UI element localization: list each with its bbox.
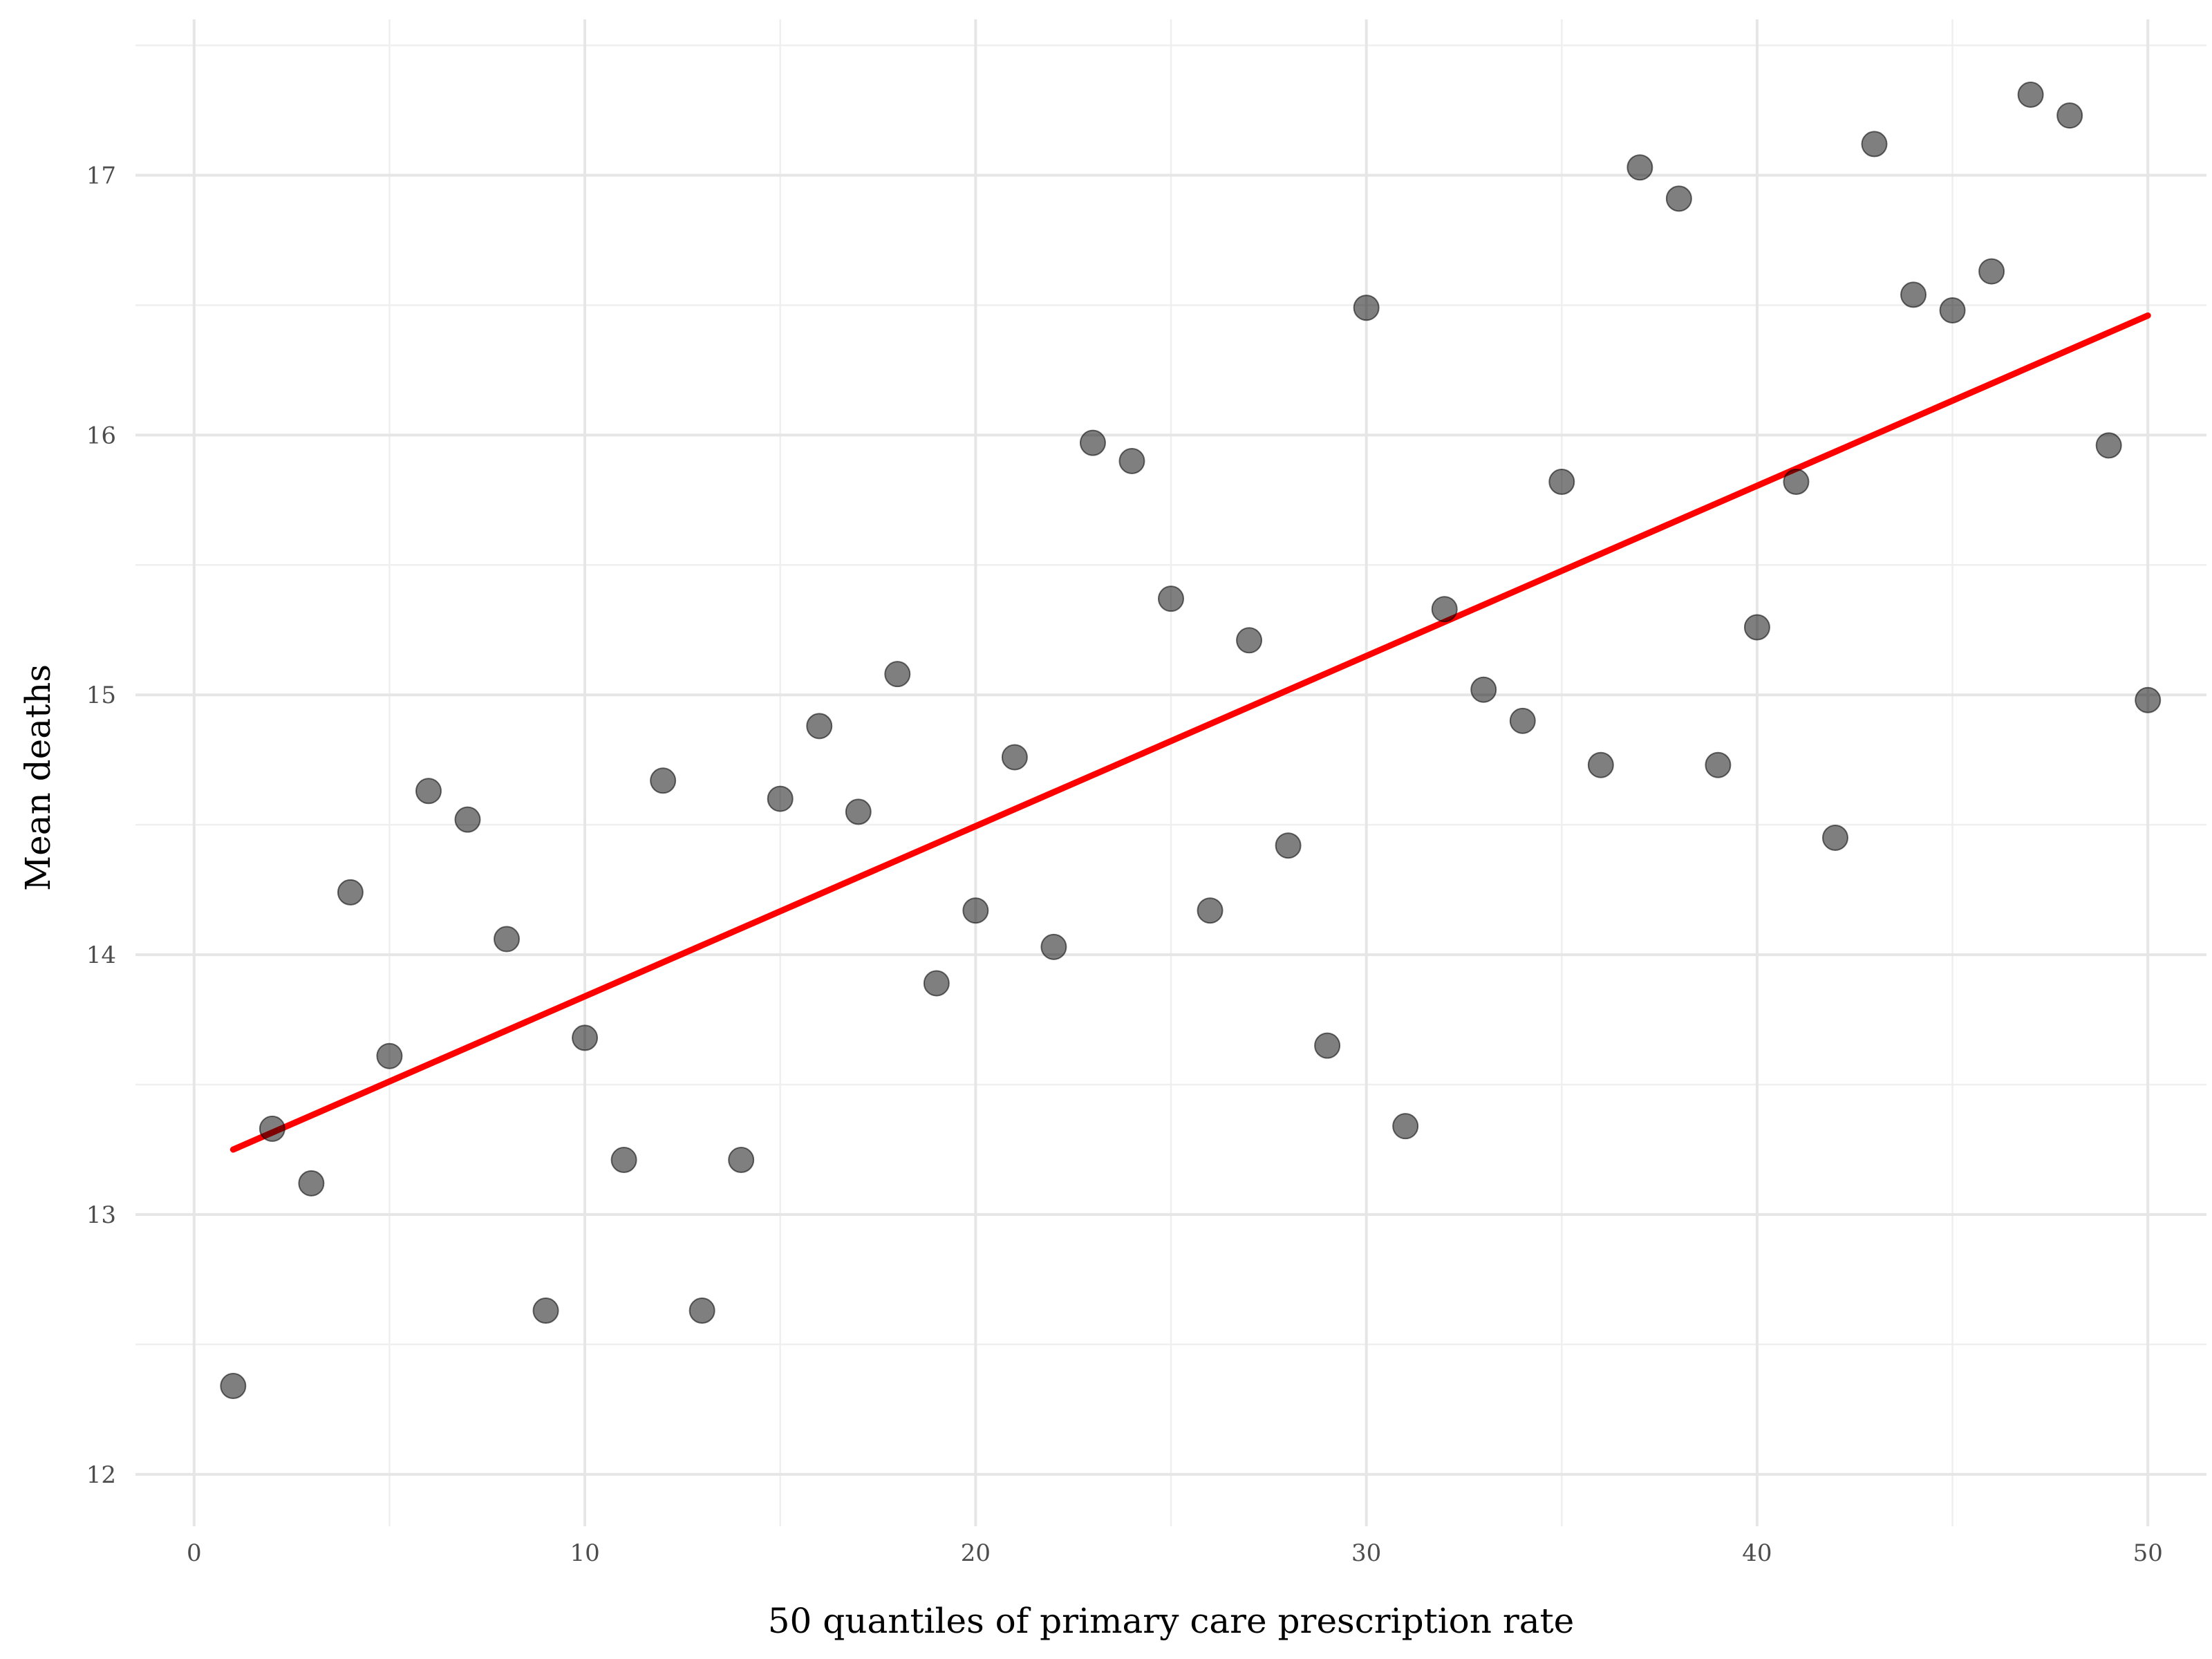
data-point [454,806,481,833]
data-point [259,1115,285,1142]
data-point [2017,82,2044,108]
x-tick-label: 30 [1351,1539,1381,1567]
data-point [2056,102,2083,129]
data-point [2135,686,2162,713]
data-point [650,767,677,794]
x-axis-tick-labels: 0 10 20 30 40 50 [187,1539,2163,1567]
data-point [1275,832,1302,859]
data-point [1939,297,1966,324]
grid [135,19,2206,1526]
data-point [532,1297,559,1324]
data-point [1236,627,1263,654]
data-point [1665,185,1692,212]
data-point [767,785,794,812]
data-point [1431,596,1458,623]
data-point [1900,281,1927,308]
x-tick-label: 40 [1742,1539,1772,1567]
data-point [1978,258,2005,285]
y-tick-label: 16 [86,422,116,449]
data-point [1783,469,1810,496]
x-axis-title: 50 quantiles of primary care prescriptio… [768,1601,1575,1641]
data-point [806,713,833,740]
data-point [1821,824,1848,851]
data-point [884,661,911,688]
data-point [1861,131,1888,158]
data-point [1743,614,1770,641]
data-point [1392,1113,1419,1140]
data-point [1587,751,1614,778]
y-tick-label: 14 [86,941,116,969]
data-point [220,1373,247,1400]
trend-line-layer [229,312,2151,1153]
data-point [415,778,442,805]
y-axis-title: Mean deaths [18,664,58,891]
y-tick-label: 17 [86,162,116,190]
data-point [610,1147,637,1174]
data-point [1079,429,1106,456]
data-point [1314,1032,1341,1059]
data-point [1627,154,1653,181]
data-point [2095,432,2122,459]
data-point [1705,751,1732,778]
trend-line [229,312,2151,1153]
data-point [728,1147,755,1174]
data-point [1509,707,1536,734]
data-point [337,879,364,906]
data-point [572,1024,599,1051]
data-point [1040,933,1067,960]
data-point [688,1297,715,1324]
x-tick-label: 10 [570,1539,599,1567]
y-tick-label: 13 [86,1201,116,1229]
data-point [494,926,521,953]
data-point [298,1170,325,1197]
x-tick-label: 0 [187,1539,202,1567]
data-point [845,798,872,825]
data-point [1470,676,1497,703]
data-point [962,897,989,924]
x-tick-label: 20 [961,1539,991,1567]
data-point [1158,585,1184,612]
data-point [376,1042,403,1069]
data-point [1353,294,1380,321]
y-axis-tick-labels: 12 13 14 15 16 17 [86,162,116,1489]
data-point [1118,447,1145,474]
data-point [1197,897,1224,924]
y-tick-label: 15 [86,682,116,709]
data-points [220,82,2162,1400]
data-point [1548,469,1575,496]
x-tick-label: 50 [2133,1539,2163,1567]
y-tick-label: 12 [86,1461,116,1489]
data-point [923,970,950,997]
data-point [1001,744,1028,771]
